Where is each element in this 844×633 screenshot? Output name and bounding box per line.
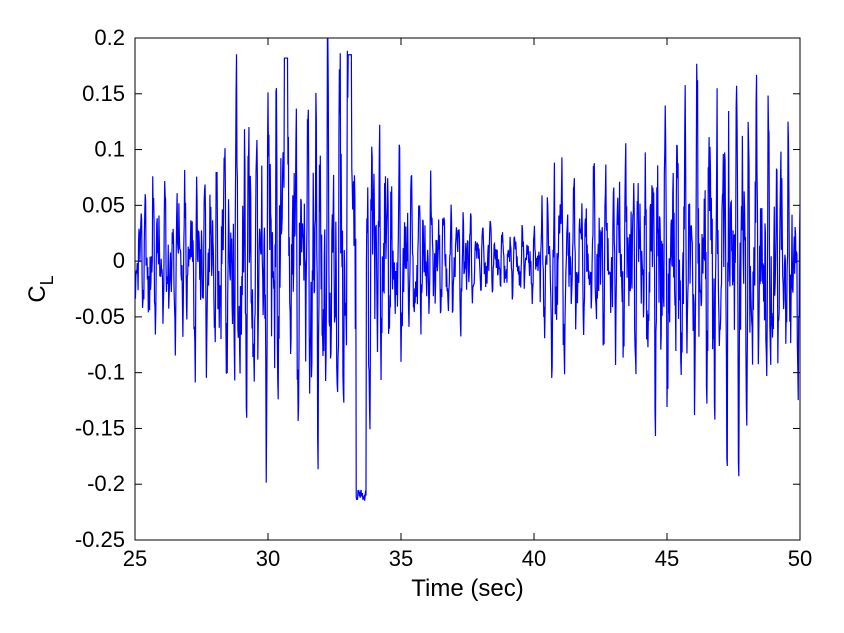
chart-container: 25 30 35 40 45 50 -0.25 -0.2 -0.15 -0.1 -0.05 0 0.05… bbox=[0, 0, 844, 633]
y-tick-label: -0.2 bbox=[87, 471, 125, 496]
lift-coefficient-chart: 25 30 35 40 45 50 -0.25 -0.2 -0.15 -0.1 -0.05 0 0.05… bbox=[0, 0, 844, 633]
y-tick-label: 0.05 bbox=[82, 192, 125, 217]
y-tick-label: 0.1 bbox=[94, 137, 125, 162]
y-tick-label: 0.15 bbox=[82, 81, 125, 106]
x-axis-label: Time (sec) bbox=[411, 575, 523, 602]
x-tick-label: 30 bbox=[256, 546, 280, 571]
x-tick-label: 40 bbox=[522, 546, 546, 571]
y-tick-label: -0.15 bbox=[75, 415, 125, 440]
x-tick-label: 25 bbox=[123, 546, 147, 571]
y-tick-label: -0.05 bbox=[75, 304, 125, 329]
y-tick-label: 0 bbox=[113, 248, 125, 273]
x-tick-label: 35 bbox=[389, 546, 413, 571]
y-axis-label: CL bbox=[24, 275, 57, 302]
y-tick-label: -0.25 bbox=[75, 527, 125, 552]
y-tick-label: 0.2 bbox=[94, 25, 125, 50]
x-tick-label: 45 bbox=[655, 546, 679, 571]
y-tick-label: -0.1 bbox=[87, 360, 125, 385]
cl-time-series bbox=[135, 38, 800, 501]
x-tick-label: 50 bbox=[788, 546, 812, 571]
